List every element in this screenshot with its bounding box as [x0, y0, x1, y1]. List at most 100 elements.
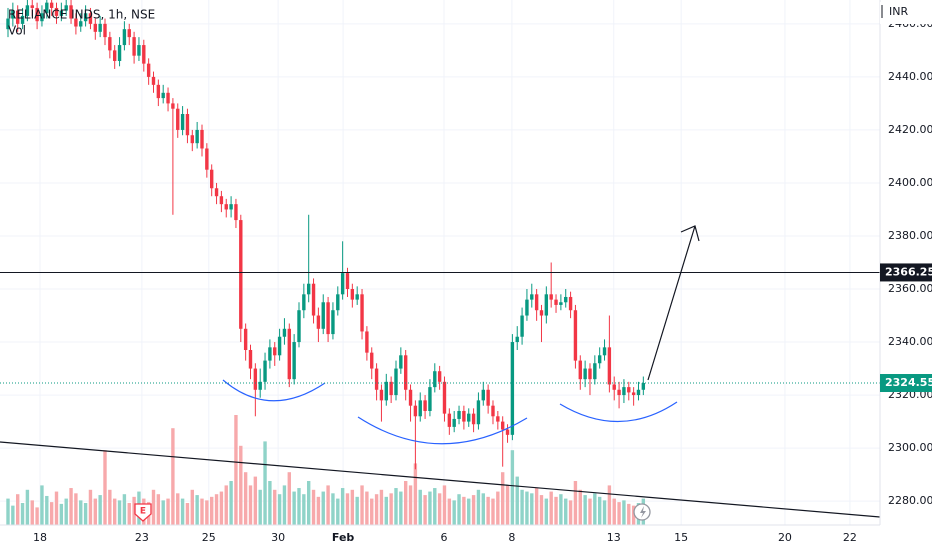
- candle-body: [209, 169, 214, 189]
- candle-body: [437, 371, 442, 382]
- candle-body: [156, 84, 161, 99]
- volume-bar: [273, 489, 277, 525]
- candle-body: [486, 389, 490, 406]
- volume-bar: [452, 500, 456, 525]
- volume-bar: [534, 488, 539, 525]
- volume-bar: [161, 500, 165, 525]
- x-tick-label: 23: [135, 531, 149, 544]
- candle-body: [457, 410, 461, 419]
- volume-bar: [467, 498, 471, 525]
- volume-bar: [408, 485, 413, 525]
- volume-bar: [11, 505, 15, 525]
- volume-bar: [345, 493, 350, 525]
- cup-arc[interactable]: [357, 416, 528, 445]
- earnings-icon[interactable]: E: [134, 503, 152, 522]
- volume-bar: [64, 498, 68, 525]
- volume-bar: [384, 496, 388, 525]
- candle-body: [219, 196, 224, 205]
- volume-bar: [219, 491, 224, 525]
- arrow[interactable]: [647, 225, 700, 381]
- candle-body: [544, 294, 549, 316]
- event-icon[interactable]: [633, 503, 651, 521]
- volume-bar: [331, 493, 335, 525]
- candle-body: [593, 363, 597, 380]
- volume-bar: [525, 491, 529, 525]
- x-tick-label: 6: [441, 531, 448, 544]
- candle-body: [287, 328, 291, 380]
- candle-body: [559, 302, 563, 305]
- volume-bar: [113, 498, 117, 525]
- trend-line[interactable]: [0, 441, 881, 518]
- candle-body: [399, 355, 403, 369]
- candle-body: [331, 310, 335, 335]
- candle-body: [224, 204, 228, 210]
- volume-bar: [20, 503, 25, 525]
- volume-bar: [379, 489, 384, 525]
- candle-body: [248, 350, 253, 369]
- svg-text:E: E: [140, 507, 146, 517]
- candle-body: [161, 92, 165, 99]
- volume-bar: [243, 472, 248, 525]
- volume-bar: [568, 500, 573, 525]
- candle-body: [423, 400, 427, 411]
- currency-box: [880, 2, 932, 24]
- candle-body: [306, 283, 311, 295]
- candle-body: [113, 50, 117, 61]
- volume-bar: [539, 495, 544, 525]
- candle-body: [370, 352, 374, 369]
- y-tick-label: 2380.00: [888, 229, 932, 242]
- x-tick-label: 20: [778, 531, 792, 544]
- candle-body: [554, 299, 558, 305]
- y-tick-label: 2400.00: [888, 176, 932, 189]
- volume-bar: [423, 495, 427, 525]
- candle-body: [282, 328, 287, 337]
- currency: INR: [889, 5, 908, 18]
- volume-bar: [229, 481, 233, 525]
- volume-bar: [321, 491, 325, 525]
- volume-bar: [520, 489, 524, 525]
- candle-body: [564, 296, 568, 303]
- candle-body: [54, 7, 59, 16]
- candle-body: [311, 283, 316, 316]
- volume-bar: [389, 493, 393, 525]
- volume-bar: [481, 493, 485, 525]
- candle-body: [268, 347, 272, 361]
- candle-body: [336, 294, 340, 311]
- volume-bar: [263, 441, 267, 525]
- volume-bar: [185, 503, 190, 525]
- volume-bar: [190, 489, 194, 525]
- candle-body: [40, 13, 44, 22]
- volume-bar: [316, 496, 321, 525]
- cup-arc[interactable]: [222, 379, 326, 402]
- candle-body: [263, 360, 267, 382]
- candle-body: [190, 135, 194, 144]
- volume-bar: [457, 494, 461, 525]
- y-tick-label: 2440.00: [888, 70, 932, 83]
- volume-bar: [239, 445, 243, 525]
- grid: [0, 0, 880, 525]
- candle-body: [326, 302, 330, 335]
- volume-bar: [336, 498, 340, 525]
- candle-body: [452, 418, 456, 427]
- candle-body: [573, 310, 578, 361]
- candle-body: [151, 76, 156, 85]
- candle-body: [166, 92, 170, 104]
- candle-body: [292, 342, 296, 380]
- candle-body: [588, 368, 592, 380]
- candle-body: [496, 416, 500, 422]
- time-axis[interactable]: [0, 525, 880, 550]
- candle-body: [258, 381, 262, 390]
- candle-body: [302, 294, 306, 311]
- volume-bar: [268, 481, 272, 525]
- candle-body: [253, 368, 258, 390]
- candle-body: [462, 410, 466, 422]
- candle-body: [617, 389, 621, 396]
- volume-bar: [374, 494, 379, 525]
- cup-arc[interactable]: [559, 401, 678, 423]
- candle-body: [79, 21, 83, 27]
- volume-bar: [418, 489, 422, 525]
- candle-body: [64, 5, 68, 11]
- volume-bar: [602, 500, 607, 525]
- candle-body: [30, 5, 34, 8]
